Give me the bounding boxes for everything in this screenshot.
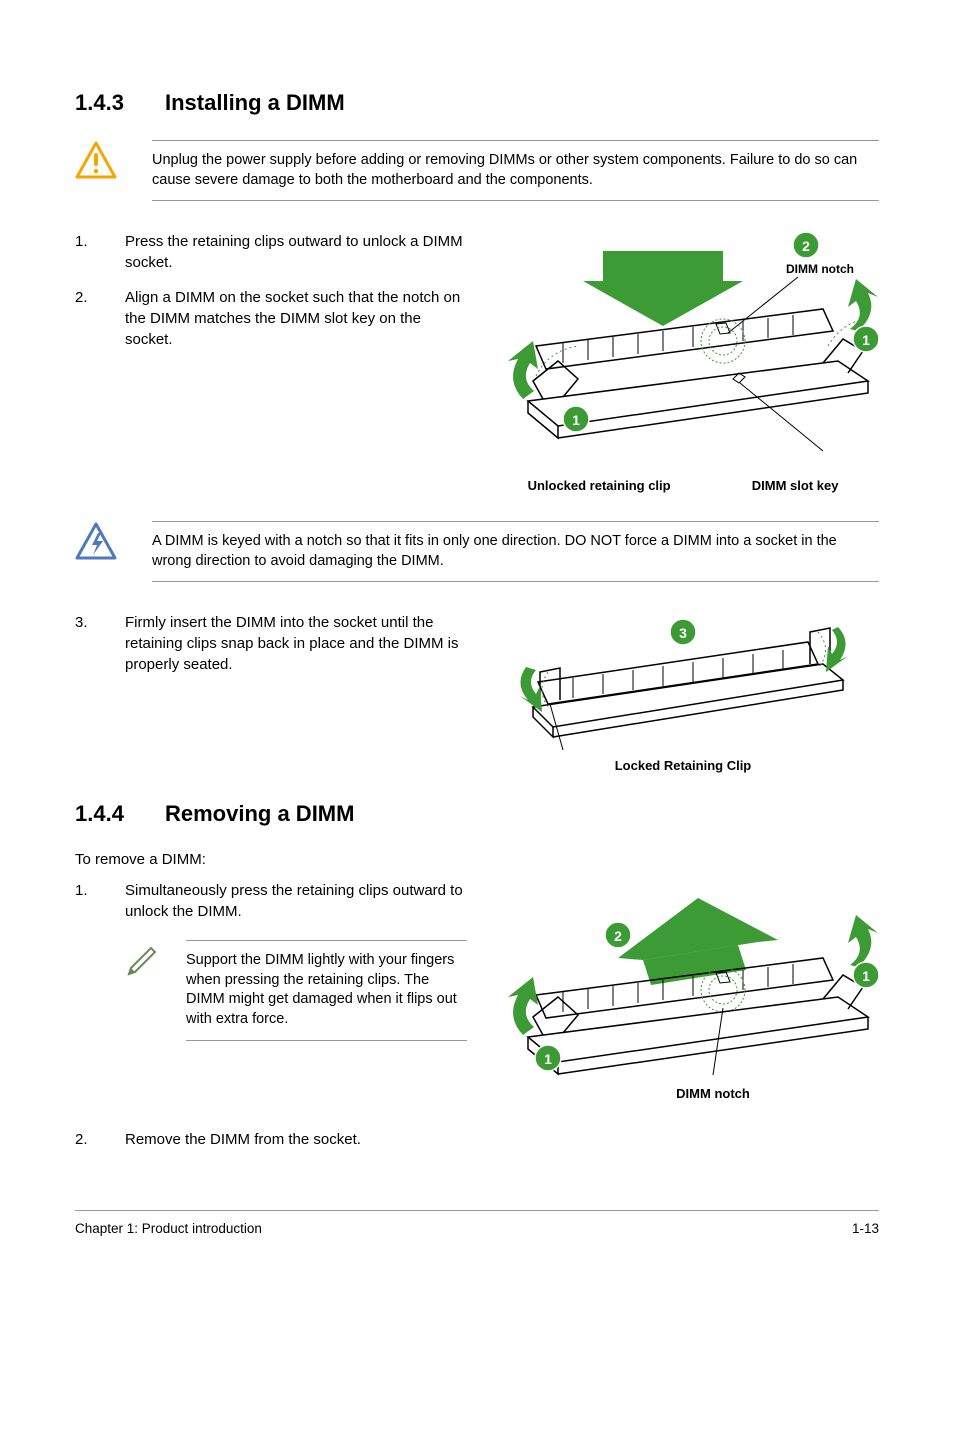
install-step-3: 3. Firmly insert the DIMM into the socke… <box>75 612 879 773</box>
step-number: 2. <box>75 1129 125 1150</box>
caption-slotkey: DIMM slot key <box>752 478 839 493</box>
warning-note: Unplug the power supply before adding or… <box>75 140 879 201</box>
install-steps-1-2: 1. Press the retaining clips outward to … <box>75 231 879 493</box>
footer-chapter: Chapter 1: Product introduction <box>75 1221 262 1236</box>
page-footer: Chapter 1: Product introduction 1-13 <box>75 1210 879 1236</box>
caution-text: A DIMM is keyed with a notch so that it … <box>152 521 879 582</box>
step-text: Firmly insert the DIMM into the socket u… <box>125 612 467 675</box>
warning-text: Unplug the power supply before adding or… <box>152 140 879 201</box>
section-title: Installing a DIMM <box>165 90 345 116</box>
install-diagram-1: 2 DIMM notch <box>487 231 879 493</box>
pencil-note: Support the DIMM lightly with your finge… <box>125 940 467 1040</box>
step-2: 2. Align a DIMM on the socket such that … <box>75 287 467 350</box>
caption-locked: Locked Retaining Clip <box>615 758 752 773</box>
warning-icon <box>75 140 117 182</box>
remove-diagram: 2 1 1 <box>487 880 879 1101</box>
step-1: 1. Press the retaining clips outward to … <box>75 231 467 273</box>
svg-text:1: 1 <box>572 412 580 428</box>
step-text: Align a DIMM on the socket such that the… <box>125 287 467 350</box>
step-number: 2. <box>75 287 125 350</box>
step-text: Press the retaining clips outward to unl… <box>125 231 467 273</box>
footer-page: 1-13 <box>852 1221 879 1236</box>
svg-text:2: 2 <box>614 928 622 944</box>
section-number: 1.4.3 <box>75 90 165 116</box>
step-number: 1. <box>75 880 125 922</box>
step-r1: 1. Simultaneously press the retaining cl… <box>75 880 467 922</box>
svg-text:1: 1 <box>862 332 870 348</box>
section-heading-install: 1.4.3 Installing a DIMM <box>75 90 879 116</box>
svg-text:2: 2 <box>802 238 810 254</box>
step-text: Simultaneously press the retaining clips… <box>125 880 467 922</box>
step-number: 3. <box>75 612 125 675</box>
caption-unlocked: Unlocked retaining clip <box>528 478 671 493</box>
pencil-icon <box>125 940 161 976</box>
svg-text:DIMM notch: DIMM notch <box>786 262 854 276</box>
lightning-icon <box>75 521 117 563</box>
section-number: 1.4.4 <box>75 801 165 827</box>
section-title: Removing a DIMM <box>165 801 354 827</box>
caption-notch: DIMM notch <box>676 1086 750 1101</box>
svg-text:1: 1 <box>862 968 870 984</box>
install-diagram-2: 3 Locked Retaining Clip <box>487 612 879 773</box>
svg-text:3: 3 <box>679 625 687 641</box>
remove-intro: To remove a DIMM: <box>75 851 879 868</box>
caution-note: A DIMM is keyed with a notch so that it … <box>75 521 879 582</box>
section-heading-remove: 1.4.4 Removing a DIMM <box>75 801 879 827</box>
step-r2: 2. Remove the DIMM from the socket. <box>75 1129 879 1150</box>
step-3: 3. Firmly insert the DIMM into the socke… <box>75 612 467 675</box>
step-text: Remove the DIMM from the socket. <box>125 1129 879 1150</box>
remove-step-1: 1. Simultaneously press the retaining cl… <box>75 880 879 1101</box>
step-number: 1. <box>75 231 125 273</box>
pencil-note-text: Support the DIMM lightly with your finge… <box>186 940 467 1040</box>
svg-text:1: 1 <box>544 1051 552 1067</box>
